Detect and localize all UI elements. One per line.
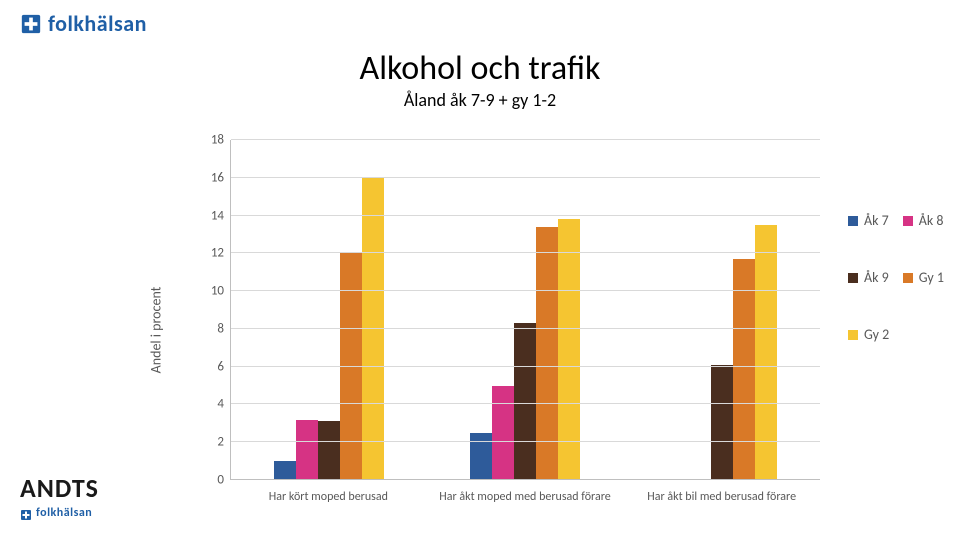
gridline: [231, 139, 820, 140]
legend-label: Åk 8: [919, 212, 944, 229]
bar: [340, 253, 362, 480]
legend-row: Åk 7 Åk 8: [848, 212, 944, 229]
chart: Andel i procent 024681012141618 Har kört…: [180, 140, 820, 520]
bar: [470, 433, 492, 480]
brand-logo-top: folkhälsan: [20, 10, 147, 37]
y-tick-label: 14: [184, 208, 224, 223]
legend-label: Åk 9: [864, 269, 889, 286]
gridline: [231, 366, 820, 367]
legend-swatch-icon: [848, 330, 858, 340]
legend-label: Gy 1: [919, 269, 944, 286]
y-axis-label: Andel i procent: [148, 287, 165, 374]
bar: [711, 365, 733, 480]
y-tick-label: 4: [184, 397, 224, 412]
legend-item: Åk 8: [903, 212, 944, 229]
bar: [274, 461, 296, 480]
x-tick-label: Har åkt bil med berusad förare: [623, 484, 820, 520]
y-tick-label: 10: [184, 284, 224, 299]
bar-groups: [231, 140, 820, 480]
gridline: [231, 441, 820, 442]
brand-logo-small: folkhälsan: [20, 506, 99, 520]
bar-group: [624, 140, 820, 480]
gridline: [231, 252, 820, 253]
legend-row: Åk 9 Gy 1: [848, 269, 944, 286]
brand-name: folkhälsan: [48, 10, 147, 37]
legend-row: Gy 2: [848, 326, 944, 343]
bar: [733, 259, 755, 480]
x-tick-label: Har kört moped berusad: [230, 484, 427, 520]
plot-area: 024681012141618: [230, 140, 820, 480]
gridline: [231, 215, 820, 216]
legend-item: Gy 2: [848, 326, 889, 343]
gridline: [231, 177, 820, 178]
y-tick-label: 6: [184, 359, 224, 374]
legend-item: Åk 9: [848, 269, 889, 286]
slide: folkhälsan Alkohol och trafik Åland åk 7…: [0, 0, 960, 540]
slide-subtitle: Åland åk 7-9 + gy 1-2: [0, 89, 960, 111]
bar: [318, 421, 340, 480]
bar: [362, 178, 384, 480]
legend-label: Åk 7: [864, 212, 889, 229]
gridline: [231, 290, 820, 291]
bar: [296, 420, 318, 480]
legend-swatch-icon: [848, 273, 858, 283]
legend-item: Gy 1: [903, 269, 944, 286]
legend-swatch-icon: [848, 216, 858, 226]
legend: Åk 7 Åk 8 Åk 9 Gy 1 Gy 2: [848, 212, 944, 383]
y-tick-label: 12: [184, 246, 224, 261]
bar-group: [231, 140, 427, 480]
legend-item: Åk 7: [848, 212, 889, 229]
bar-group: [427, 140, 623, 480]
gridline: [231, 328, 820, 329]
y-tick-label: 0: [184, 473, 224, 488]
legend-swatch-icon: [903, 273, 913, 283]
legend-swatch-icon: [903, 216, 913, 226]
brand-mark-icon: [20, 507, 32, 519]
slide-title: Alkohol och trafik: [0, 48, 960, 89]
andts-label: ANDTS: [20, 472, 99, 504]
andts-block: ANDTS folkhälsan: [20, 472, 99, 520]
brand-mark-icon: [20, 13, 42, 35]
legend-label: Gy 2: [864, 326, 889, 343]
title-block: Alkohol och trafik Åland åk 7-9 + gy 1-2: [0, 48, 960, 111]
bar: [514, 323, 536, 480]
brand-name-small: folkhälsan: [36, 506, 92, 520]
y-tick-label: 18: [184, 133, 224, 148]
y-tick-label: 16: [184, 170, 224, 185]
x-tick-label: Har åkt moped med berusad förare: [427, 484, 624, 520]
gridline: [231, 479, 820, 480]
bar: [492, 386, 514, 480]
y-tick-label: 8: [184, 321, 224, 336]
gridline: [231, 403, 820, 404]
y-tick-label: 2: [184, 435, 224, 450]
x-axis-labels: Har kört moped berusadHar åkt moped med …: [230, 484, 820, 520]
